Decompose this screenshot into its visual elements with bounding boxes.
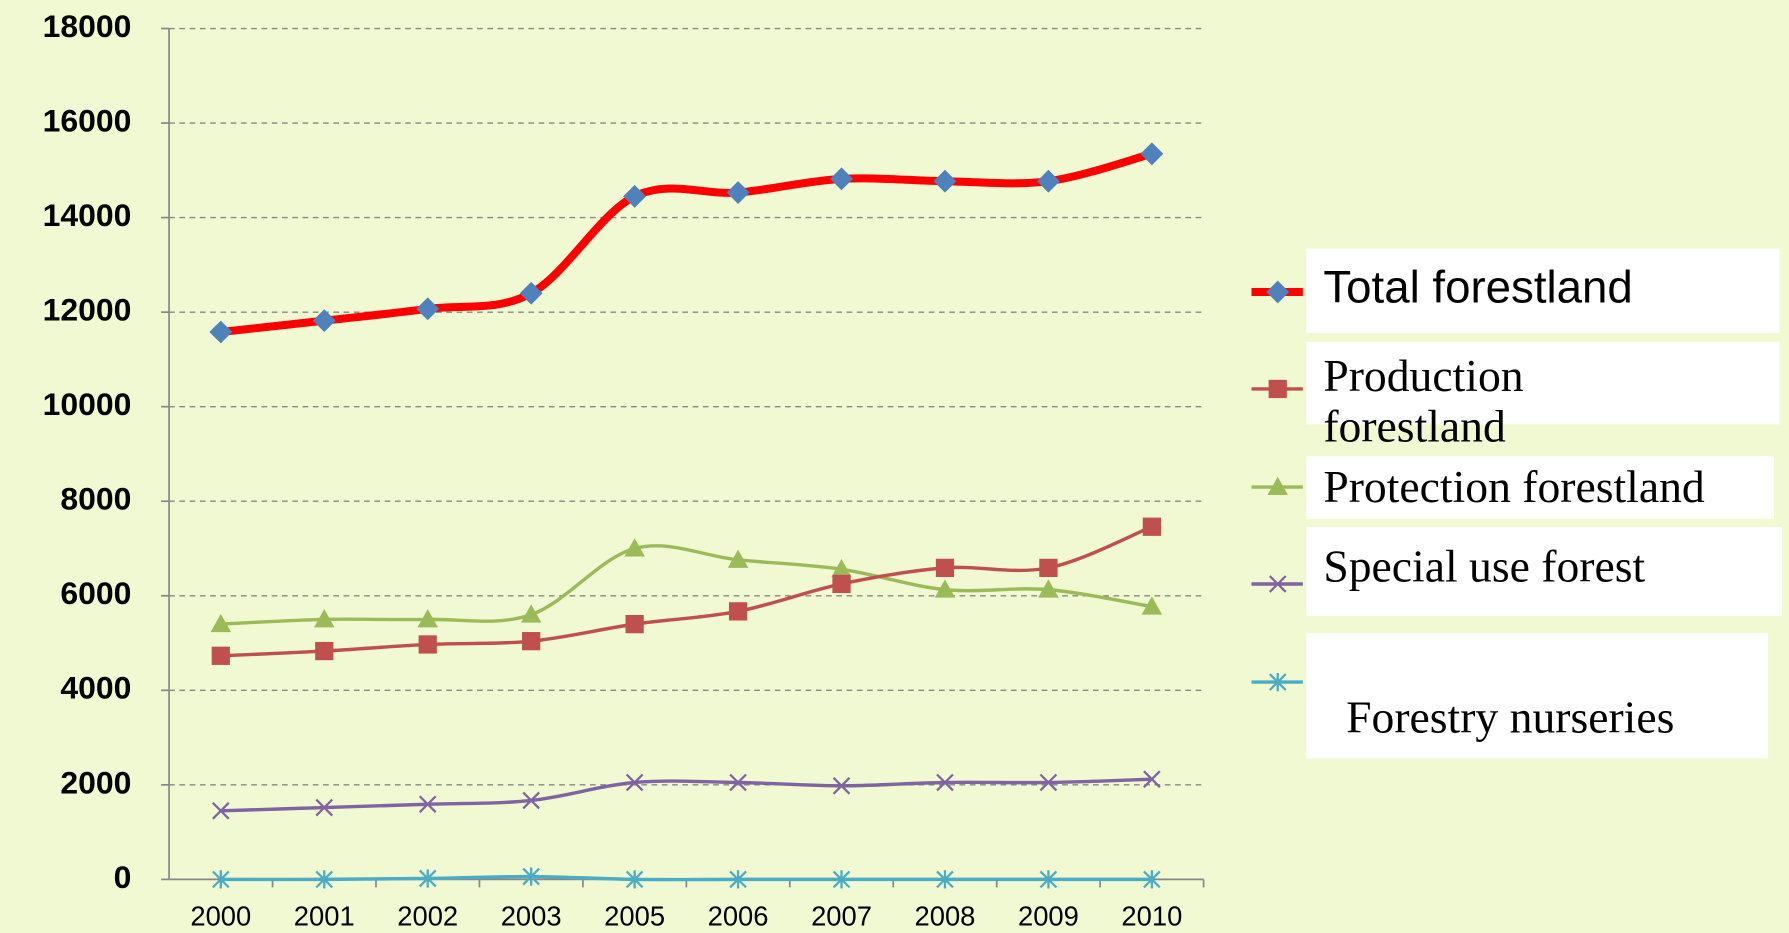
marker — [936, 870, 954, 889]
marker — [729, 773, 747, 792]
marker — [831, 559, 852, 578]
marker — [315, 641, 334, 661]
marker — [1266, 280, 1290, 304]
y-tick-label: 16000 — [43, 102, 132, 138]
marker — [1142, 517, 1161, 536]
x-tick-label: 2003 — [501, 900, 562, 931]
marker — [625, 773, 644, 792]
y-tick-label: 14000 — [43, 197, 132, 233]
marker — [624, 538, 645, 557]
series-line — [219, 777, 1154, 813]
legend-label: Forestry nurseries — [1346, 692, 1675, 743]
legend-item: Forestry nurseries — [1346, 692, 1675, 743]
marker — [1037, 169, 1060, 193]
marker — [936, 773, 954, 792]
marker — [1143, 870, 1161, 889]
legend-box — [1306, 342, 1780, 425]
marker — [832, 870, 851, 889]
y-tick-label: 4000 — [60, 670, 131, 706]
marker — [416, 297, 440, 321]
marker — [625, 615, 644, 634]
y-tick-label: 6000 — [60, 575, 131, 611]
marker — [1141, 596, 1163, 615]
marker — [312, 309, 336, 333]
marker — [417, 609, 438, 628]
marker — [210, 613, 232, 633]
marker — [1268, 672, 1287, 692]
marker — [933, 169, 957, 193]
marker — [1143, 770, 1161, 788]
y-tick-label: 12000 — [43, 292, 132, 328]
marker — [1039, 773, 1058, 792]
series-line — [219, 544, 1154, 626]
marker — [832, 574, 851, 594]
marker — [830, 167, 853, 191]
x-tick-label: 2006 — [708, 900, 769, 931]
legend-label: Production forestland — [1323, 351, 1524, 452]
marker — [520, 604, 542, 623]
y-tick-label: 2000 — [60, 764, 131, 800]
y-tick-label: 18000 — [43, 8, 132, 44]
marker — [832, 777, 851, 795]
legend-box — [1306, 526, 1782, 616]
legend-item: Total forestland — [1323, 262, 1633, 313]
y-tick-label: 10000 — [43, 386, 132, 422]
marker — [728, 602, 748, 621]
marker — [1039, 870, 1058, 889]
x-tick-label: 2000 — [190, 900, 251, 931]
marker — [418, 795, 437, 814]
marker — [1140, 142, 1164, 166]
marker — [935, 558, 955, 578]
legend-item: Special use forest — [1323, 541, 1646, 592]
legend-item: Protection forestland — [1323, 461, 1705, 513]
y-tick-label: 8000 — [60, 481, 131, 517]
series-line — [219, 874, 1154, 882]
series-line — [219, 525, 1154, 658]
marker — [1039, 558, 1058, 578]
marker — [1267, 476, 1289, 496]
legend-label: Protection forestland — [1323, 461, 1705, 513]
marker — [211, 646, 230, 665]
x-tick-label: 2009 — [1018, 900, 1079, 931]
marker — [418, 869, 437, 888]
marker — [519, 281, 543, 305]
legend-box — [1306, 248, 1780, 334]
marker — [1038, 579, 1059, 598]
x-tick-label: 2010 — [1121, 900, 1182, 931]
marker — [1268, 575, 1287, 593]
marker — [522, 632, 541, 651]
marker — [212, 802, 230, 820]
marker — [625, 870, 644, 889]
series-line — [216, 149, 1156, 336]
legend-box — [1306, 456, 1774, 519]
x-tick-label: 2007 — [811, 900, 872, 931]
x-tick-label: 2008 — [915, 900, 976, 931]
marker — [522, 791, 540, 810]
marker — [313, 609, 335, 628]
marker — [623, 184, 647, 208]
marker — [726, 181, 750, 204]
marker — [934, 579, 956, 598]
x-tick-label: 2005 — [604, 900, 665, 931]
marker — [418, 635, 437, 654]
marker — [727, 549, 749, 568]
legend-box — [1306, 633, 1769, 759]
y-tick-label: 0 — [114, 859, 132, 895]
legend-item: Production forestland — [1323, 351, 1524, 452]
marker — [315, 870, 334, 889]
x-tick-label: 2001 — [294, 900, 355, 931]
legend-label: Special use forest — [1323, 541, 1646, 592]
marker — [315, 798, 334, 817]
marker — [729, 870, 747, 889]
legend-label: Total forestland — [1323, 262, 1633, 313]
x-tick-label: 2002 — [397, 900, 458, 931]
marker — [209, 320, 233, 344]
marker — [212, 870, 230, 889]
marker — [1268, 379, 1287, 399]
marker — [522, 867, 540, 886]
